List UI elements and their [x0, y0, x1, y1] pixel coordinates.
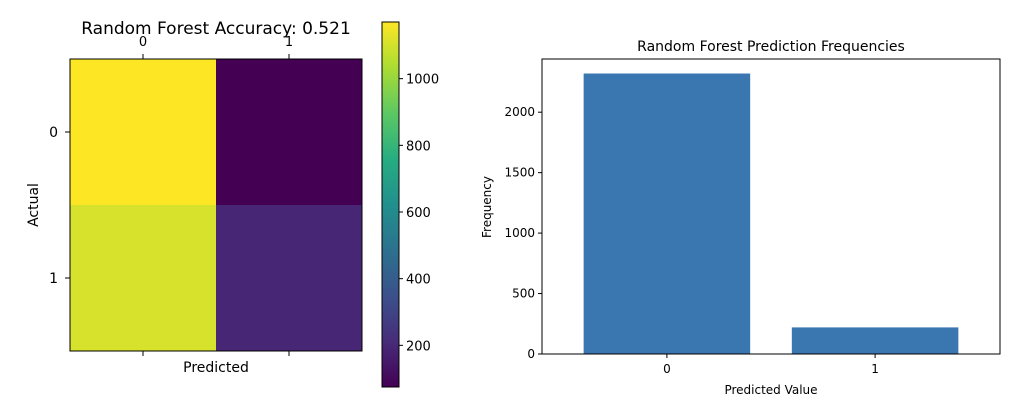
- bar-ytick-label: 500: [512, 287, 535, 301]
- heatmap-cell: [216, 205, 362, 351]
- heatmap-frame: [69, 58, 363, 352]
- bar-xlabel: Predicted Value: [724, 383, 817, 397]
- prediction-frequency-chart: 0 1 0 500 1000 1500 2000 Random Forest Predict…: [480, 39, 1001, 397]
- heatmap-ytick-label: 0: [49, 125, 58, 141]
- heatmap-ylabel: Actual: [26, 183, 42, 227]
- bar: [791, 327, 959, 354]
- heatmap-title: Random Forest Accuracy: 0.521: [81, 19, 351, 39]
- colorbar-tick-label: 400: [406, 273, 431, 288]
- bar-xtick-label: 1: [871, 362, 879, 376]
- heatmap-xlabel: Predicted: [183, 360, 249, 376]
- bar-ytick-label: 2000: [504, 105, 535, 119]
- heatmap-ytick-label: 1: [49, 271, 58, 287]
- confusion-matrix-chart: 0 1 0 1 Predicted Actual Random Forest Accu…: [26, 19, 363, 376]
- bar-ylabel: Frequency: [480, 176, 494, 238]
- bar-ytick-label: 0: [527, 347, 535, 361]
- bar-ytick-label: 1000: [504, 226, 535, 240]
- colorbar-tick-label: 200: [406, 339, 431, 354]
- bar-ytick-label: 1500: [504, 166, 535, 180]
- heatmap-xtick-label: 0: [139, 35, 147, 50]
- colorbar-gradient: [381, 21, 400, 388]
- bar-axes-frame: [541, 58, 1001, 355]
- bar-xtick-label: 0: [663, 362, 671, 376]
- colorbar-tick-label: 1000: [406, 73, 439, 88]
- colorbar-tick-label: 800: [406, 139, 431, 154]
- colorbar: 200 400 600 800 1000: [381, 21, 439, 388]
- heatmap-cell: [216, 59, 362, 205]
- colorbar-tick-label: 600: [406, 206, 431, 221]
- heatmap-cell: [70, 205, 216, 351]
- heatmap-xtick-label: 1: [285, 35, 293, 50]
- bar-title: Random Forest Prediction Frequencies: [637, 39, 905, 55]
- bar: [583, 73, 751, 355]
- heatmap-cell: [70, 59, 216, 205]
